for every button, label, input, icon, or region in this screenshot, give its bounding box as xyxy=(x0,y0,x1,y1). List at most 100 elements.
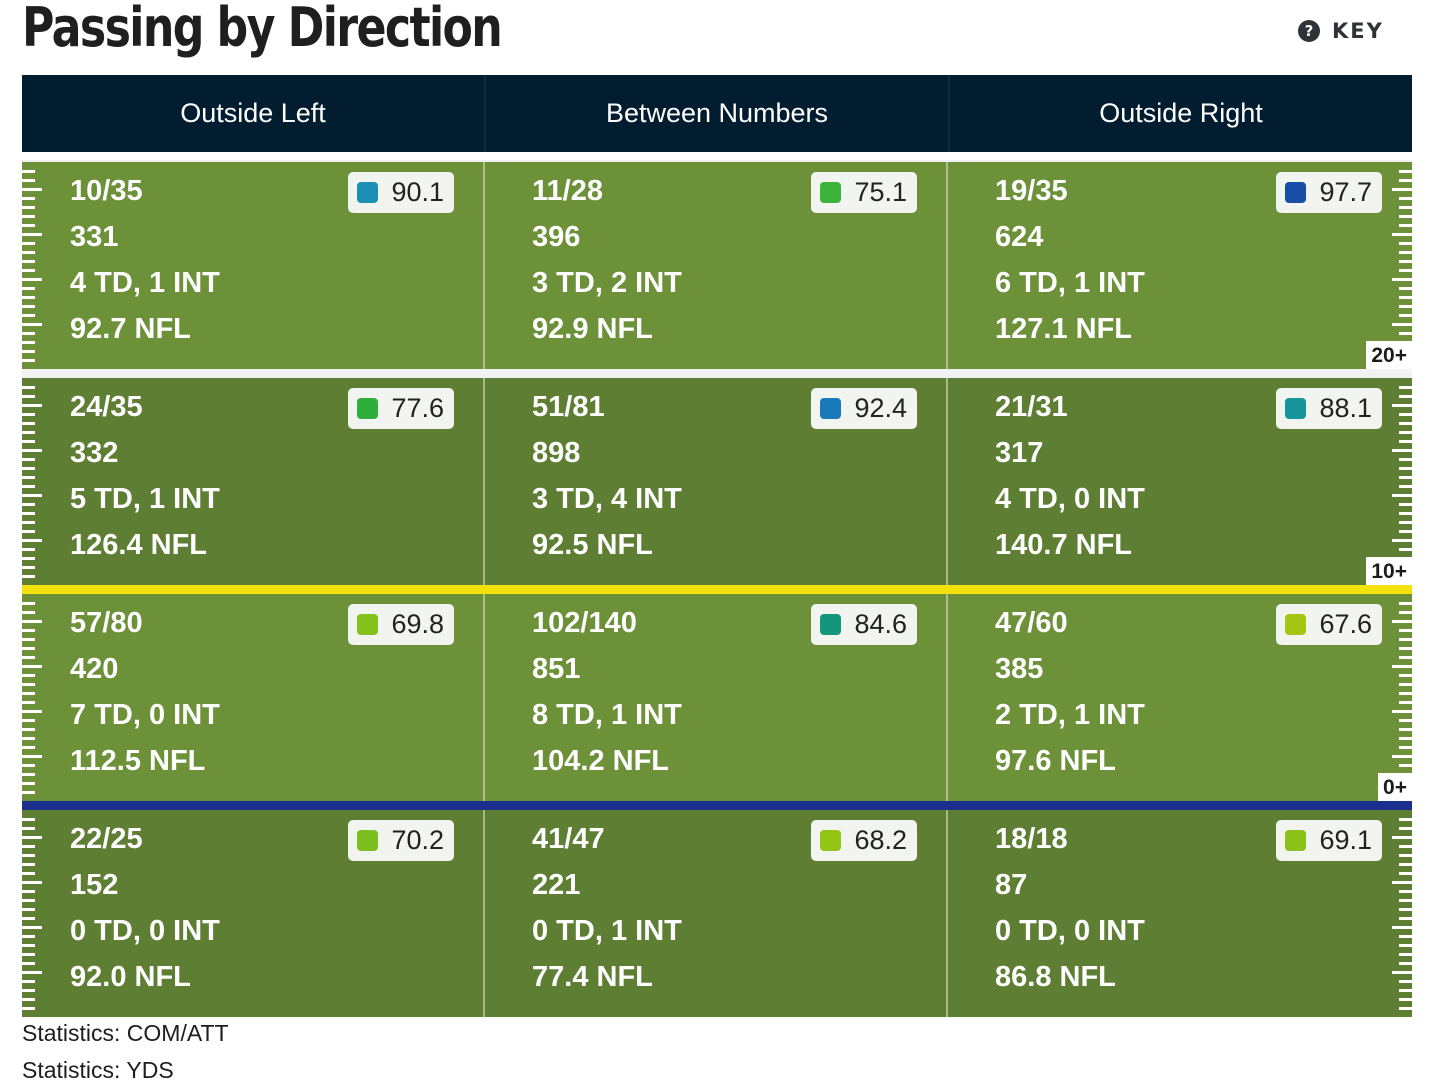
grade-value: 88.1 xyxy=(1319,393,1372,423)
cell-0-plus-outside-right[interactable]: 47/60 385 2 TD, 1 INT 97.6 NFL 67.6 xyxy=(947,594,1412,801)
yard-ticks-right xyxy=(1392,594,1412,801)
stat-yards: 221 xyxy=(532,869,581,901)
zone-20-plus: 10/35 331 4 TD, 1 INT 92.7 NFL 90.1 11/28 396 3… xyxy=(22,162,1412,369)
grade-badge[interactable]: 75.1 xyxy=(811,172,917,213)
yard-ticks-left xyxy=(22,594,42,801)
grade-color-swatch xyxy=(1285,398,1306,419)
cell-20-plus-between-numbers[interactable]: 11/28 396 3 TD, 2 INT 92.9 NFL 75.1 xyxy=(484,162,947,369)
stat-td-int: 4 TD, 1 INT xyxy=(70,267,220,299)
stat-td-int: 0 TD, 1 INT xyxy=(532,915,682,947)
grade-badge[interactable]: 69.1 xyxy=(1276,820,1382,861)
cell-20-plus-outside-right[interactable]: 19/35 624 6 TD, 1 INT 127.1 NFL 97.7 xyxy=(947,162,1412,369)
cell-0-plus-between-numbers[interactable]: 102/140 851 8 TD, 1 INT 104.2 NFL 84.6 xyxy=(484,594,947,801)
cell-10-plus-outside-left[interactable]: 24/35 332 5 TD, 1 INT 126.4 NFL 77.6 xyxy=(22,378,484,585)
grade-value: 84.6 xyxy=(854,609,907,639)
grade-color-swatch xyxy=(357,614,378,635)
grade-badge[interactable]: 70.2 xyxy=(348,820,454,861)
stat-td-int: 0 TD, 0 INT xyxy=(995,915,1145,947)
stat-td-int: 3 TD, 4 INT xyxy=(532,483,682,515)
stat-nfl-rating: 86.8 NFL xyxy=(995,961,1116,993)
yard-ticks-left xyxy=(22,162,42,369)
grade-color-swatch xyxy=(820,830,841,851)
grade-value: 92.4 xyxy=(854,393,907,423)
grade-badge[interactable]: 84.6 xyxy=(811,604,917,645)
column-divider xyxy=(946,378,948,585)
stat-td-int: 3 TD, 2 INT xyxy=(532,267,682,299)
column-divider xyxy=(483,810,485,1017)
stat-nfl-rating: 77.4 NFL xyxy=(532,961,653,993)
grade-value: 68.2 xyxy=(854,825,907,855)
stat-nfl-rating: 97.6 NFL xyxy=(995,745,1116,777)
grade-value: 77.6 xyxy=(391,393,444,423)
grade-value: 75.1 xyxy=(854,177,907,207)
stat-nfl-rating: 104.2 NFL xyxy=(532,745,669,777)
stat-comp-att: 18/18 xyxy=(995,823,1068,855)
stat-td-int: 7 TD, 0 INT xyxy=(70,699,220,731)
grade-color-swatch xyxy=(1285,830,1306,851)
yard-ticks-left xyxy=(22,810,42,1017)
cell-0-plus-outside-left[interactable]: 57/80 420 7 TD, 0 INT 112.5 NFL 69.8 xyxy=(22,594,484,801)
footer-stat-com-att: Statistics: COM/ATT xyxy=(22,1020,229,1046)
zone-10-plus: 24/35 332 5 TD, 1 INT 126.4 NFL 77.6 51/81 898… xyxy=(22,378,1412,585)
stat-nfl-rating: 92.7 NFL xyxy=(70,313,191,345)
stat-yards: 851 xyxy=(532,653,581,685)
grade-color-swatch xyxy=(820,398,841,419)
grade-badge[interactable]: 97.7 xyxy=(1276,172,1382,213)
column-divider xyxy=(946,162,948,369)
grade-color-swatch xyxy=(820,614,841,635)
grade-value: 90.1 xyxy=(391,177,444,207)
cell-behind-los-between-numbers[interactable]: 41/47 221 0 TD, 1 INT 77.4 NFL 68.2 xyxy=(484,810,947,1017)
grade-badge[interactable]: 69.8 xyxy=(348,604,454,645)
stat-td-int: 8 TD, 1 INT xyxy=(532,699,682,731)
column-divider xyxy=(483,378,485,585)
grade-badge[interactable]: 68.2 xyxy=(811,820,917,861)
stat-nfl-rating: 92.0 NFL xyxy=(70,961,191,993)
cell-20-plus-outside-left[interactable]: 10/35 331 4 TD, 1 INT 92.7 NFL 90.1 xyxy=(22,162,484,369)
grade-badge[interactable]: 90.1 xyxy=(348,172,454,213)
stat-nfl-rating: 92.9 NFL xyxy=(532,313,653,345)
grade-badge[interactable]: 88.1 xyxy=(1276,388,1382,429)
grade-value: 67.6 xyxy=(1319,609,1372,639)
column-divider xyxy=(946,594,948,801)
cell-behind-los-outside-left[interactable]: 22/25 152 0 TD, 0 INT 92.0 NFL 70.2 xyxy=(22,810,484,1017)
grade-value: 69.1 xyxy=(1319,825,1372,855)
depth-label: 0+ xyxy=(1378,773,1412,801)
cell-10-plus-outside-right[interactable]: 21/31 317 4 TD, 0 INT 140.7 NFL 88.1 xyxy=(947,378,1412,585)
stat-td-int: 0 TD, 0 INT xyxy=(70,915,220,947)
stat-nfl-rating: 127.1 NFL xyxy=(995,313,1132,345)
grade-badge[interactable]: 92.4 xyxy=(811,388,917,429)
key-button[interactable]: ? KEY xyxy=(1298,16,1384,46)
stat-yards: 396 xyxy=(532,221,581,253)
yard-ticks-left xyxy=(22,378,42,585)
grade-badge[interactable]: 77.6 xyxy=(348,388,454,429)
depth-label: 20+ xyxy=(1366,341,1412,369)
stat-nfl-rating: 92.5 NFL xyxy=(532,529,653,561)
stat-yards: 317 xyxy=(995,437,1044,469)
stat-td-int: 5 TD, 1 INT xyxy=(70,483,220,515)
stat-comp-att: 57/80 xyxy=(70,607,143,639)
grade-color-swatch xyxy=(357,182,378,203)
column-outside-left: Outside Left xyxy=(22,75,486,152)
stat-comp-att: 51/81 xyxy=(532,391,605,423)
first-down-line xyxy=(22,585,1412,594)
depth-label: 10+ xyxy=(1366,557,1412,585)
key-label: KEY xyxy=(1332,19,1384,43)
stat-comp-att: 47/60 xyxy=(995,607,1068,639)
question-circle-icon: ? xyxy=(1298,20,1320,42)
grade-color-swatch xyxy=(820,182,841,203)
cell-behind-los-outside-right[interactable]: 18/18 87 0 TD, 0 INT 86.8 NFL 69.1 xyxy=(947,810,1412,1017)
stat-comp-att: 41/47 xyxy=(532,823,605,855)
column-between-numbers: Between Numbers xyxy=(486,75,950,152)
column-divider xyxy=(946,810,948,1017)
stat-nfl-rating: 112.5 NFL xyxy=(70,745,206,777)
stat-yards: 332 xyxy=(70,437,119,469)
stat-nfl-rating: 126.4 NFL xyxy=(70,529,207,561)
stat-yards: 898 xyxy=(532,437,581,469)
grade-value: 70.2 xyxy=(391,825,444,855)
zone-behind-los: 22/25 152 0 TD, 0 INT 92.0 NFL 70.2 41/47 221 0… xyxy=(22,810,1412,1017)
stat-comp-att: 11/28 xyxy=(532,175,603,207)
cell-10-plus-between-numbers[interactable]: 51/81 898 3 TD, 4 INT 92.5 NFL 92.4 xyxy=(484,378,947,585)
grade-value: 97.7 xyxy=(1319,177,1372,207)
stat-comp-att: 21/31 xyxy=(995,391,1068,423)
grade-badge[interactable]: 67.6 xyxy=(1276,604,1382,645)
